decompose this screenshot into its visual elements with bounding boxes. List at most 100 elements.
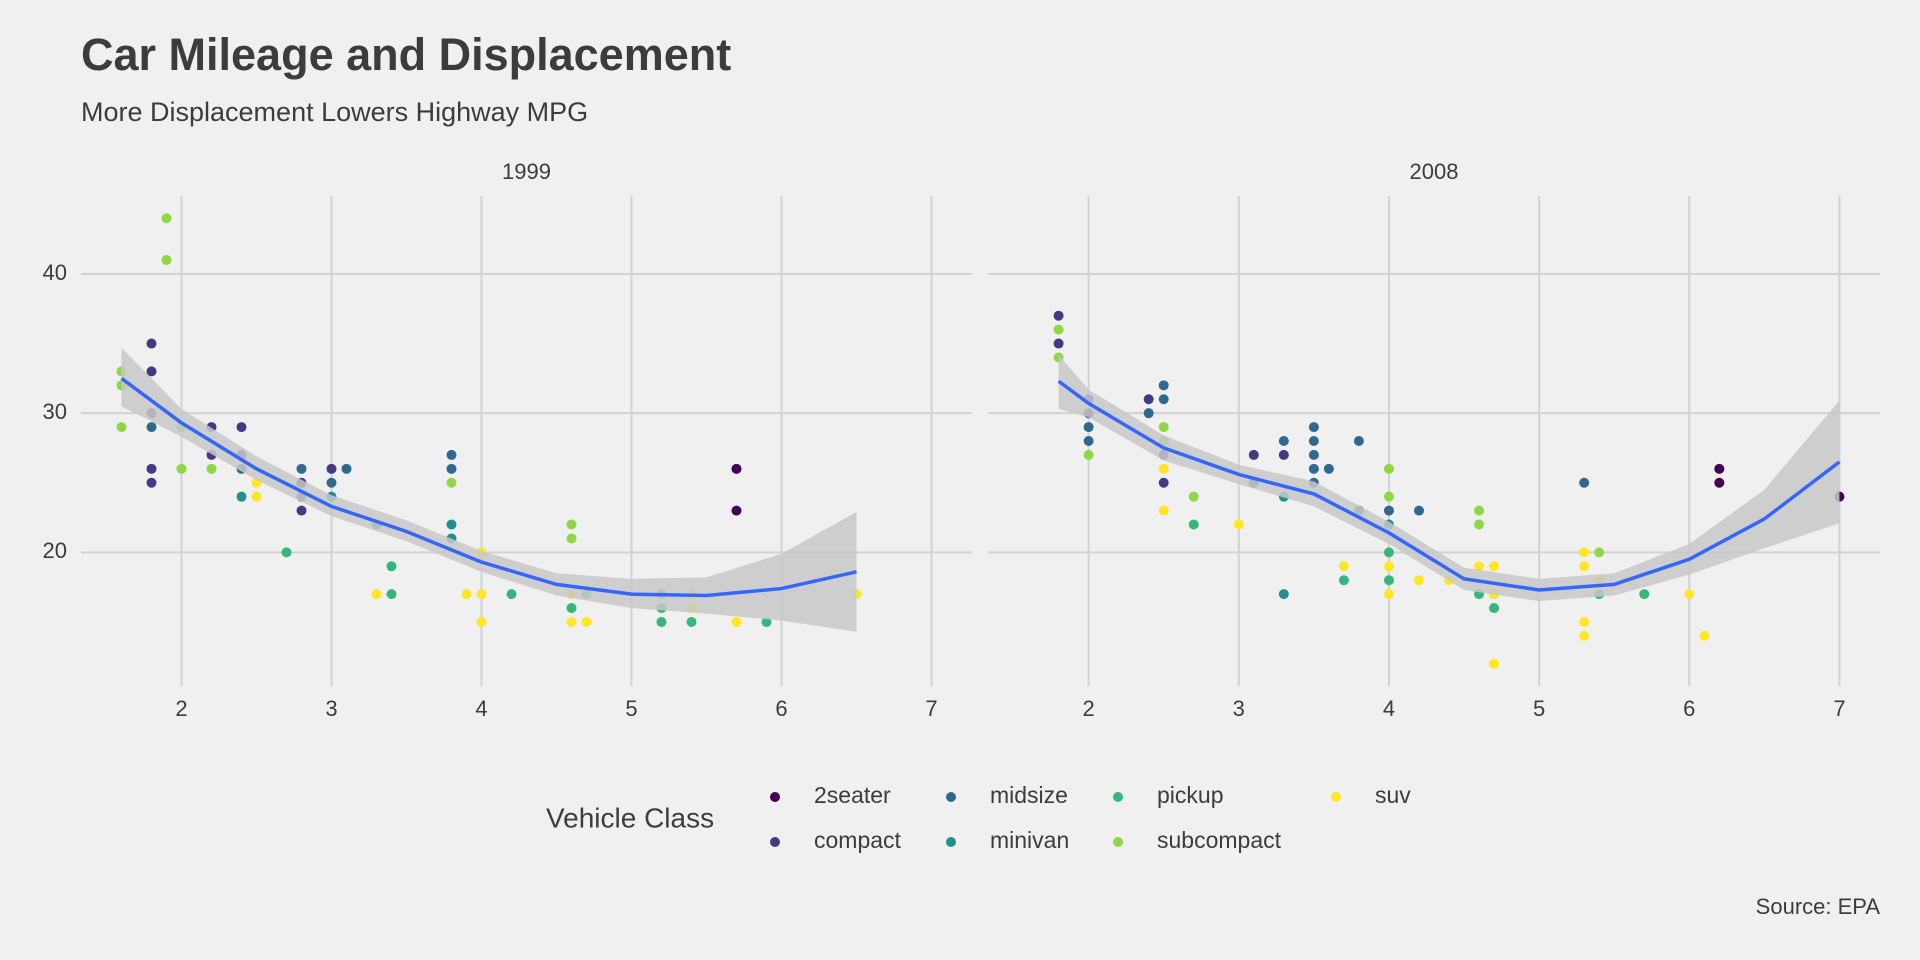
y-tick-label: 40 bbox=[43, 260, 67, 285]
point bbox=[1083, 436, 1094, 446]
point bbox=[1158, 477, 1169, 488]
point bbox=[1413, 575, 1424, 586]
point bbox=[1308, 422, 1319, 433]
point bbox=[581, 616, 592, 627]
legend-swatch bbox=[770, 837, 780, 847]
point bbox=[236, 491, 247, 502]
point bbox=[1053, 324, 1064, 335]
point bbox=[1188, 491, 1199, 502]
legend-swatch bbox=[946, 792, 956, 802]
point bbox=[731, 616, 742, 627]
y-tick-label: 20 bbox=[43, 538, 67, 563]
point bbox=[1143, 408, 1154, 419]
point bbox=[1383, 561, 1394, 572]
legend-swatch bbox=[1113, 792, 1123, 802]
x-tick-label: 6 bbox=[775, 696, 787, 721]
point bbox=[1579, 477, 1590, 488]
legend-swatch bbox=[946, 837, 956, 847]
point bbox=[1083, 422, 1094, 433]
x-tick-label: 3 bbox=[1233, 696, 1245, 721]
point bbox=[371, 589, 382, 600]
point bbox=[1639, 589, 1650, 600]
point bbox=[1308, 463, 1319, 474]
point bbox=[1248, 449, 1259, 460]
y-tick-label: 30 bbox=[43, 399, 67, 424]
point bbox=[1579, 630, 1590, 641]
point bbox=[1489, 658, 1500, 669]
point bbox=[1188, 519, 1199, 530]
x-tick-label: 2 bbox=[1082, 696, 1094, 721]
point bbox=[461, 589, 472, 600]
point bbox=[1338, 561, 1349, 572]
legend-label: suv bbox=[1375, 782, 1411, 808]
point bbox=[1383, 505, 1394, 516]
point bbox=[476, 616, 487, 627]
legend-swatch bbox=[1113, 837, 1123, 847]
point bbox=[566, 616, 577, 627]
x-tick-label: 4 bbox=[475, 696, 487, 721]
point bbox=[1323, 463, 1334, 474]
point bbox=[1158, 505, 1169, 516]
point bbox=[1158, 422, 1169, 433]
point bbox=[146, 366, 157, 377]
legend-label: 2seater bbox=[814, 782, 891, 808]
point bbox=[116, 422, 127, 433]
point bbox=[1053, 338, 1064, 349]
point bbox=[206, 463, 217, 474]
point bbox=[1383, 491, 1394, 502]
point bbox=[1383, 463, 1394, 474]
point bbox=[1278, 589, 1289, 600]
point bbox=[1233, 519, 1244, 530]
point bbox=[566, 533, 577, 544]
point bbox=[1489, 561, 1500, 572]
confidence-band bbox=[121, 347, 857, 632]
point bbox=[1579, 616, 1590, 627]
point bbox=[446, 449, 457, 460]
point bbox=[1579, 547, 1590, 558]
legend-label: compact bbox=[814, 827, 902, 853]
facet-title: 1999 bbox=[502, 159, 551, 184]
point bbox=[1474, 519, 1485, 530]
point bbox=[1383, 575, 1394, 586]
point bbox=[1053, 310, 1064, 321]
point bbox=[251, 491, 262, 502]
point bbox=[1383, 547, 1394, 558]
point bbox=[1699, 630, 1710, 641]
x-tick-label: 6 bbox=[1683, 696, 1695, 721]
x-tick-label: 7 bbox=[925, 696, 937, 721]
point bbox=[146, 463, 157, 474]
point bbox=[1383, 589, 1394, 600]
chart-subtitle: More Displacement Lowers Highway MPG bbox=[81, 97, 588, 127]
point bbox=[1684, 589, 1695, 600]
point bbox=[476, 589, 487, 600]
point bbox=[1308, 436, 1319, 446]
point bbox=[446, 519, 457, 530]
x-tick-label: 3 bbox=[325, 696, 337, 721]
legend-label: minivan bbox=[990, 827, 1069, 853]
legend-label: midsize bbox=[990, 782, 1068, 808]
point bbox=[161, 213, 172, 224]
caption: Source: EPA bbox=[1756, 894, 1881, 919]
point bbox=[1143, 394, 1154, 405]
point bbox=[1594, 547, 1605, 558]
point bbox=[731, 463, 742, 474]
point bbox=[326, 463, 337, 474]
point bbox=[296, 505, 307, 516]
point bbox=[146, 422, 157, 433]
point bbox=[386, 589, 397, 600]
legend-label: subcompact bbox=[1157, 827, 1282, 853]
point bbox=[731, 505, 742, 516]
point bbox=[1308, 449, 1319, 460]
x-tick-label: 5 bbox=[1533, 696, 1545, 721]
point bbox=[176, 463, 187, 474]
legend-label: pickup bbox=[1157, 782, 1223, 808]
point bbox=[386, 561, 397, 572]
point bbox=[161, 255, 172, 266]
point bbox=[566, 519, 577, 530]
point bbox=[236, 422, 247, 433]
point bbox=[506, 589, 517, 600]
point bbox=[1338, 575, 1349, 586]
point bbox=[326, 477, 337, 488]
facet-title: 2008 bbox=[1410, 159, 1459, 184]
